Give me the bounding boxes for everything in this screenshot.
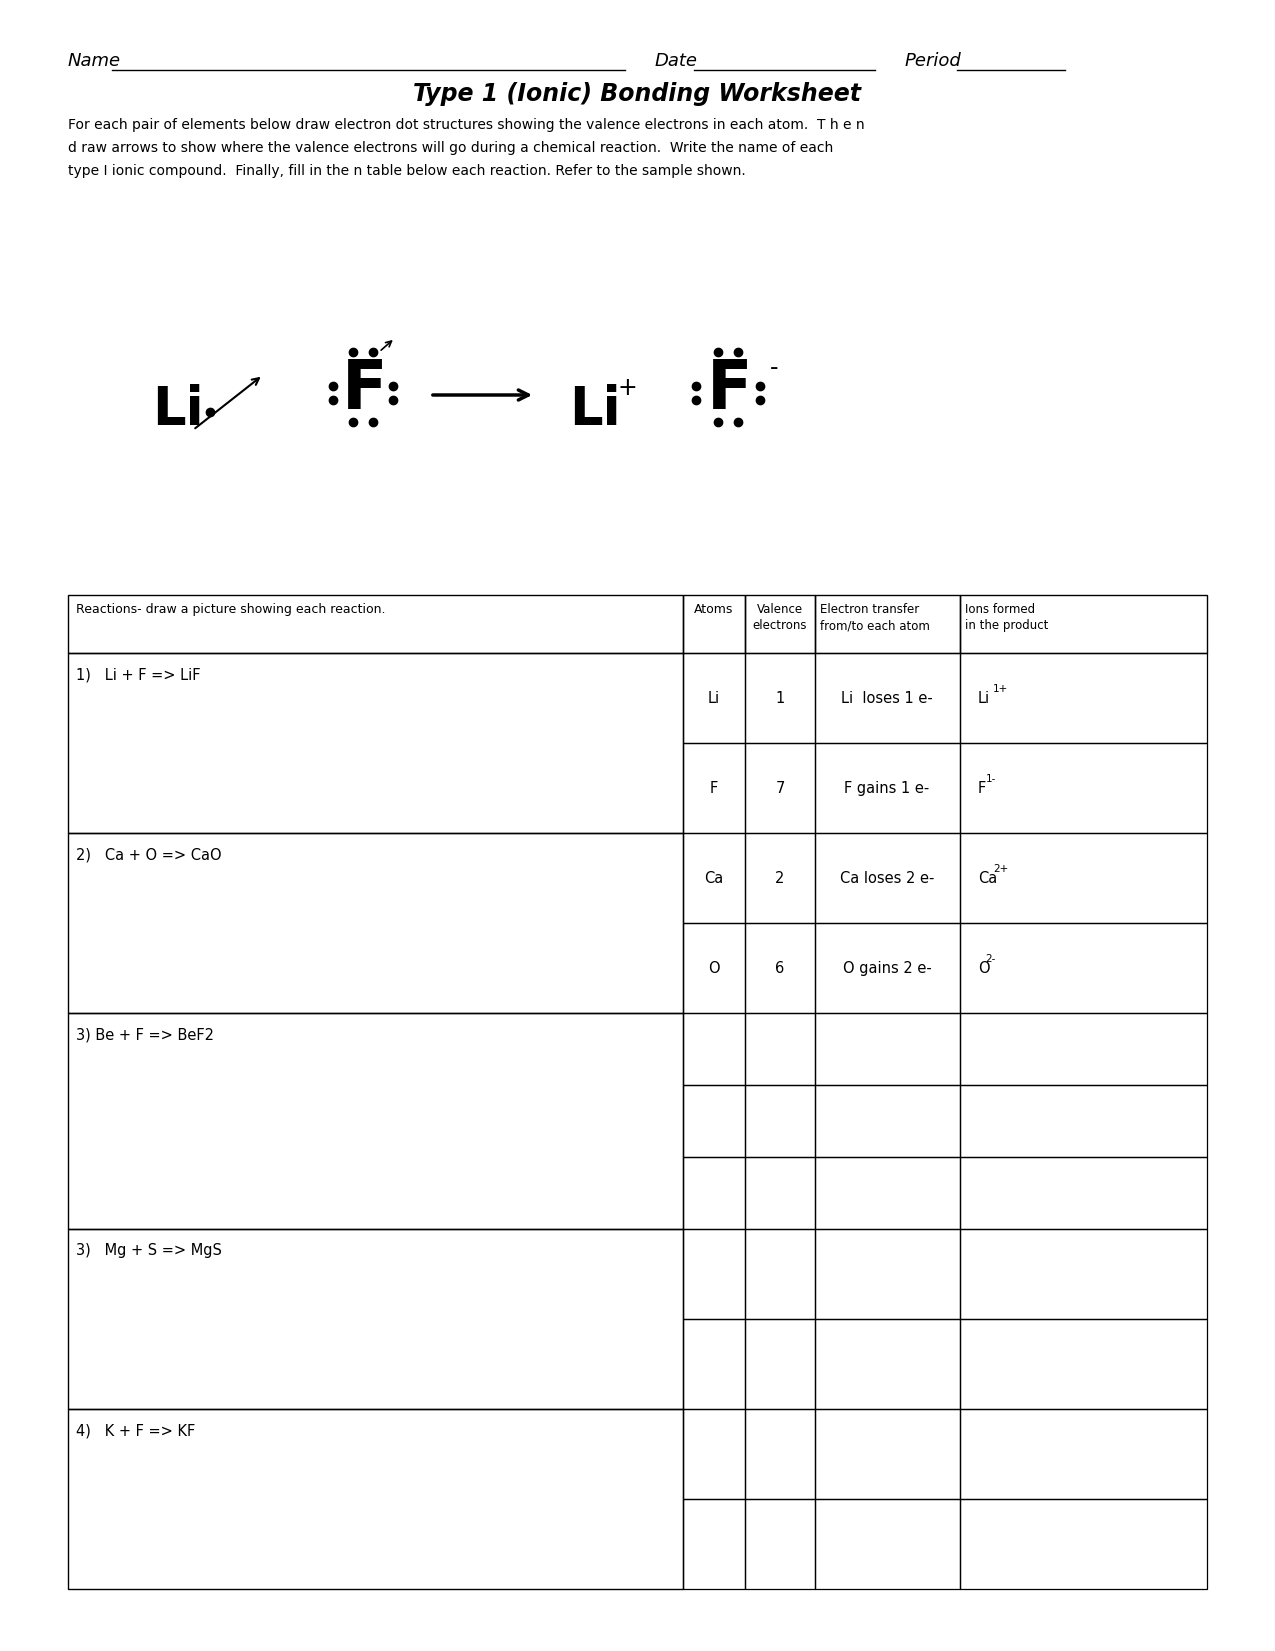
Text: Valence
electrons: Valence electrons — [752, 603, 807, 632]
Bar — [745, 594, 815, 654]
Bar — [815, 1228, 960, 1319]
Text: O gains 2 e-: O gains 2 e- — [843, 961, 931, 976]
Text: Type 1 (Ionic) Bonding Worksheet: Type 1 (Ionic) Bonding Worksheet — [413, 83, 861, 106]
Bar — [960, 1085, 1207, 1157]
Bar — [815, 1408, 960, 1499]
Text: 6: 6 — [775, 961, 784, 976]
Bar — [960, 1499, 1207, 1588]
Text: Li: Li — [708, 690, 720, 705]
Bar — [683, 1408, 745, 1499]
Bar — [815, 654, 960, 743]
Bar — [683, 1319, 745, 1408]
Bar — [68, 834, 683, 1014]
Text: 2)   Ca + O => CaO: 2) Ca + O => CaO — [76, 847, 222, 862]
Text: Electron transfer
from/to each atom: Electron transfer from/to each atom — [820, 603, 929, 632]
Bar — [815, 923, 960, 1014]
Text: 2: 2 — [775, 870, 784, 885]
Text: Ions formed
in the product: Ions formed in the product — [965, 603, 1048, 632]
Bar — [815, 1157, 960, 1228]
Bar — [745, 1499, 815, 1588]
Bar — [745, 1228, 815, 1319]
Bar — [815, 1014, 960, 1085]
Bar — [815, 594, 960, 654]
Bar — [815, 834, 960, 923]
Bar — [815, 743, 960, 834]
Text: O: O — [978, 961, 989, 976]
Text: 1+: 1+ — [993, 684, 1009, 693]
Text: F: F — [708, 357, 752, 423]
Bar — [68, 1408, 683, 1588]
Text: Name: Name — [68, 51, 121, 69]
Text: F: F — [978, 781, 987, 796]
Text: 2-: 2- — [986, 954, 996, 964]
Text: 1: 1 — [775, 690, 784, 705]
Bar — [745, 743, 815, 834]
Text: 7: 7 — [775, 781, 784, 796]
Text: 3)   Mg + S => MgS: 3) Mg + S => MgS — [76, 1243, 222, 1258]
Bar — [68, 594, 683, 654]
Bar — [960, 923, 1207, 1014]
Text: Reactions- draw a picture showing each reaction.: Reactions- draw a picture showing each r… — [76, 603, 385, 616]
Text: Li: Li — [569, 385, 621, 436]
Bar — [683, 1499, 745, 1588]
Text: 1)   Li + F => LiF: 1) Li + F => LiF — [76, 667, 200, 682]
Bar — [745, 654, 815, 743]
Bar — [683, 1085, 745, 1157]
Text: type I ionic compound.  Finally, fill in the n table below each reaction. Refer : type I ionic compound. Finally, fill in … — [68, 163, 746, 178]
Bar — [960, 1228, 1207, 1319]
Text: -: - — [770, 357, 778, 380]
Bar — [745, 1085, 815, 1157]
Bar — [815, 1499, 960, 1588]
Bar — [683, 1228, 745, 1319]
Bar — [960, 1319, 1207, 1408]
Bar — [745, 1319, 815, 1408]
Text: O: O — [708, 961, 720, 976]
Bar — [683, 594, 745, 654]
Text: Period: Period — [905, 51, 961, 69]
Text: Date: Date — [655, 51, 697, 69]
Text: Li: Li — [152, 385, 204, 436]
Bar — [683, 1014, 745, 1085]
Text: d raw arrows to show where the valence electrons will go during a chemical react: d raw arrows to show where the valence e… — [68, 140, 834, 155]
Bar — [683, 743, 745, 834]
Bar — [683, 654, 745, 743]
Bar — [960, 594, 1207, 654]
Bar — [745, 834, 815, 923]
Bar — [960, 834, 1207, 923]
Text: For each pair of elements below draw electron dot structures showing the valence: For each pair of elements below draw ele… — [68, 117, 864, 132]
Text: +: + — [617, 376, 638, 400]
Bar — [960, 743, 1207, 834]
Bar — [745, 1014, 815, 1085]
Text: 1-: 1- — [986, 774, 996, 784]
Bar — [683, 1157, 745, 1228]
Text: Ca loses 2 e-: Ca loses 2 e- — [840, 870, 935, 885]
Text: Ca: Ca — [978, 870, 997, 885]
Bar — [68, 1014, 683, 1228]
Bar — [960, 1157, 1207, 1228]
Bar — [815, 1085, 960, 1157]
Bar — [960, 654, 1207, 743]
Bar — [68, 1228, 683, 1408]
Bar — [683, 923, 745, 1014]
Text: F: F — [710, 781, 718, 796]
Bar — [68, 654, 683, 834]
Text: 2+: 2+ — [993, 863, 1009, 873]
Text: F: F — [342, 357, 388, 423]
Bar — [960, 1408, 1207, 1499]
Bar — [815, 1319, 960, 1408]
Bar — [745, 1157, 815, 1228]
Text: Ca: Ca — [704, 870, 724, 885]
Text: F gains 1 e-: F gains 1 e- — [844, 781, 929, 796]
Text: Atoms: Atoms — [695, 603, 733, 616]
Text: Li: Li — [978, 690, 991, 705]
Text: 4)   K + F => KF: 4) K + F => KF — [76, 1423, 195, 1438]
Text: 3) Be + F => BeF2: 3) Be + F => BeF2 — [76, 1027, 214, 1042]
Bar — [683, 834, 745, 923]
Text: Li  loses 1 e-: Li loses 1 e- — [842, 690, 933, 705]
Bar — [960, 1014, 1207, 1085]
Bar — [745, 923, 815, 1014]
Bar — [745, 1408, 815, 1499]
